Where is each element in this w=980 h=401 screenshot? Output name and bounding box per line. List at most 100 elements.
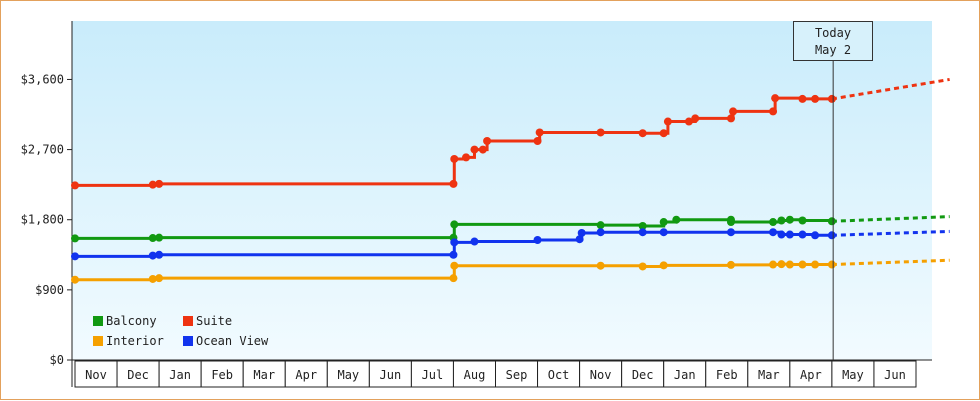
data-point-ocean-view[interactable] bbox=[827, 231, 836, 240]
x-month-cell bbox=[410, 360, 454, 388]
x-month-cell bbox=[621, 360, 665, 388]
data-point-interior[interactable] bbox=[811, 260, 820, 269]
data-point-ocean-view[interactable] bbox=[71, 252, 79, 261]
x-tick-label: Apr bbox=[295, 368, 317, 382]
data-point-suite[interactable] bbox=[691, 114, 700, 123]
today-label-line-2: May 2 bbox=[814, 43, 852, 57]
data-point-suite[interactable] bbox=[155, 179, 164, 188]
data-point-ocean-view[interactable] bbox=[638, 228, 647, 237]
data-point-suite[interactable] bbox=[533, 137, 542, 146]
plot-background bbox=[72, 21, 932, 360]
data-point-suite[interactable] bbox=[470, 145, 479, 154]
data-point-ocean-view[interactable] bbox=[450, 238, 459, 247]
x-month-cell bbox=[579, 360, 623, 388]
data-point-ocean-view[interactable] bbox=[777, 230, 786, 239]
data-point-suite[interactable] bbox=[148, 180, 157, 189]
legend-item-interior[interactable]: Interior bbox=[93, 333, 183, 349]
data-point-suite[interactable] bbox=[71, 181, 79, 190]
data-point-interior[interactable] bbox=[726, 260, 735, 269]
data-point-ocean-view[interactable] bbox=[533, 235, 542, 244]
x-tick-label: Jun bbox=[884, 368, 906, 382]
legend-item-ocean-view[interactable]: Ocean View bbox=[183, 333, 303, 349]
data-point-suite[interactable] bbox=[798, 94, 807, 103]
data-point-balcony[interactable] bbox=[726, 218, 735, 227]
data-point-suite[interactable] bbox=[535, 128, 544, 137]
data-point-balcony[interactable] bbox=[148, 234, 157, 243]
data-point-interior[interactable] bbox=[827, 260, 836, 269]
data-point-balcony[interactable] bbox=[672, 215, 681, 224]
data-point-balcony[interactable] bbox=[155, 233, 164, 242]
data-point-balcony[interactable] bbox=[638, 221, 647, 230]
data-point-ocean-view[interactable] bbox=[449, 250, 458, 259]
y-tick-label: $0 bbox=[50, 353, 64, 367]
data-point-suite[interactable] bbox=[769, 107, 778, 116]
data-point-suite[interactable] bbox=[771, 94, 780, 103]
data-point-ocean-view[interactable] bbox=[785, 230, 794, 239]
today-label-line-1: Today bbox=[814, 26, 852, 40]
legend-label-interior: Interior bbox=[106, 334, 164, 348]
data-point-interior[interactable] bbox=[769, 260, 778, 269]
y-tick-label: $3,600 bbox=[21, 72, 64, 86]
data-point-suite[interactable] bbox=[663, 117, 672, 126]
data-point-ocean-view[interactable] bbox=[726, 228, 735, 237]
y-tick-label: $2,700 bbox=[21, 143, 64, 157]
data-point-suite[interactable] bbox=[449, 179, 458, 188]
x-month-cell bbox=[368, 360, 412, 388]
x-month-cell bbox=[326, 360, 370, 388]
data-point-interior[interactable] bbox=[449, 274, 458, 283]
data-point-interior[interactable] bbox=[596, 261, 605, 270]
data-point-interior[interactable] bbox=[638, 262, 647, 271]
data-point-suite[interactable] bbox=[729, 107, 738, 116]
data-point-ocean-view[interactable] bbox=[798, 230, 807, 239]
data-point-ocean-view[interactable] bbox=[470, 237, 479, 246]
data-point-interior[interactable] bbox=[148, 274, 157, 283]
data-point-balcony[interactable] bbox=[659, 218, 668, 227]
data-point-balcony[interactable] bbox=[798, 216, 807, 225]
data-point-ocean-view[interactable] bbox=[155, 250, 164, 259]
data-point-interior[interactable] bbox=[450, 261, 459, 270]
legend-label-suite: Suite bbox=[196, 314, 233, 328]
data-point-balcony[interactable] bbox=[450, 220, 459, 229]
data-point-balcony[interactable] bbox=[785, 215, 794, 224]
data-point-suite[interactable] bbox=[811, 94, 820, 103]
series-projection-suite bbox=[831, 77, 950, 101]
data-point-interior[interactable] bbox=[155, 274, 164, 283]
x-month-cell bbox=[747, 360, 791, 388]
data-point-suite[interactable] bbox=[478, 145, 487, 154]
series-projection-balcony bbox=[831, 215, 950, 223]
data-point-suite[interactable] bbox=[596, 128, 605, 137]
data-point-ocean-view[interactable] bbox=[659, 228, 668, 237]
data-point-interior[interactable] bbox=[71, 275, 79, 284]
data-point-interior[interactable] bbox=[785, 260, 794, 269]
data-point-suite[interactable] bbox=[450, 154, 459, 163]
legend-item-suite[interactable]: Suite bbox=[183, 313, 303, 329]
x-month-cell bbox=[495, 360, 539, 388]
data-point-suite[interactable] bbox=[638, 129, 647, 138]
data-point-suite[interactable] bbox=[827, 94, 836, 103]
data-point-ocean-view[interactable] bbox=[577, 228, 586, 237]
data-point-ocean-view[interactable] bbox=[769, 228, 778, 237]
data-point-interior[interactable] bbox=[777, 260, 786, 269]
data-point-interior[interactable] bbox=[798, 260, 807, 269]
data-point-suite[interactable] bbox=[726, 114, 735, 123]
data-point-suite[interactable] bbox=[684, 117, 693, 126]
legend-item-balcony[interactable]: Balcony bbox=[93, 313, 183, 329]
data-point-suite[interactable] bbox=[659, 129, 668, 138]
data-point-ocean-view[interactable] bbox=[811, 231, 820, 240]
legend-label-ocean-view: Ocean View bbox=[196, 334, 269, 348]
chart-legend: Balcony Suite Interior Ocean View bbox=[93, 313, 303, 349]
data-point-balcony[interactable] bbox=[596, 221, 605, 230]
data-point-balcony[interactable] bbox=[777, 216, 786, 225]
data-point-ocean-view[interactable] bbox=[575, 235, 584, 244]
data-point-interior[interactable] bbox=[659, 261, 668, 270]
data-point-ocean-view[interactable] bbox=[148, 251, 157, 260]
data-point-suite[interactable] bbox=[462, 153, 471, 162]
data-point-ocean-view[interactable] bbox=[596, 228, 605, 237]
data-point-balcony[interactable] bbox=[827, 217, 836, 226]
x-tick-label: Dec bbox=[127, 368, 149, 382]
data-point-suite[interactable] bbox=[483, 137, 492, 146]
data-point-balcony[interactable] bbox=[71, 234, 79, 243]
x-tick-label: Oct bbox=[548, 368, 570, 382]
data-point-balcony[interactable] bbox=[769, 218, 778, 227]
